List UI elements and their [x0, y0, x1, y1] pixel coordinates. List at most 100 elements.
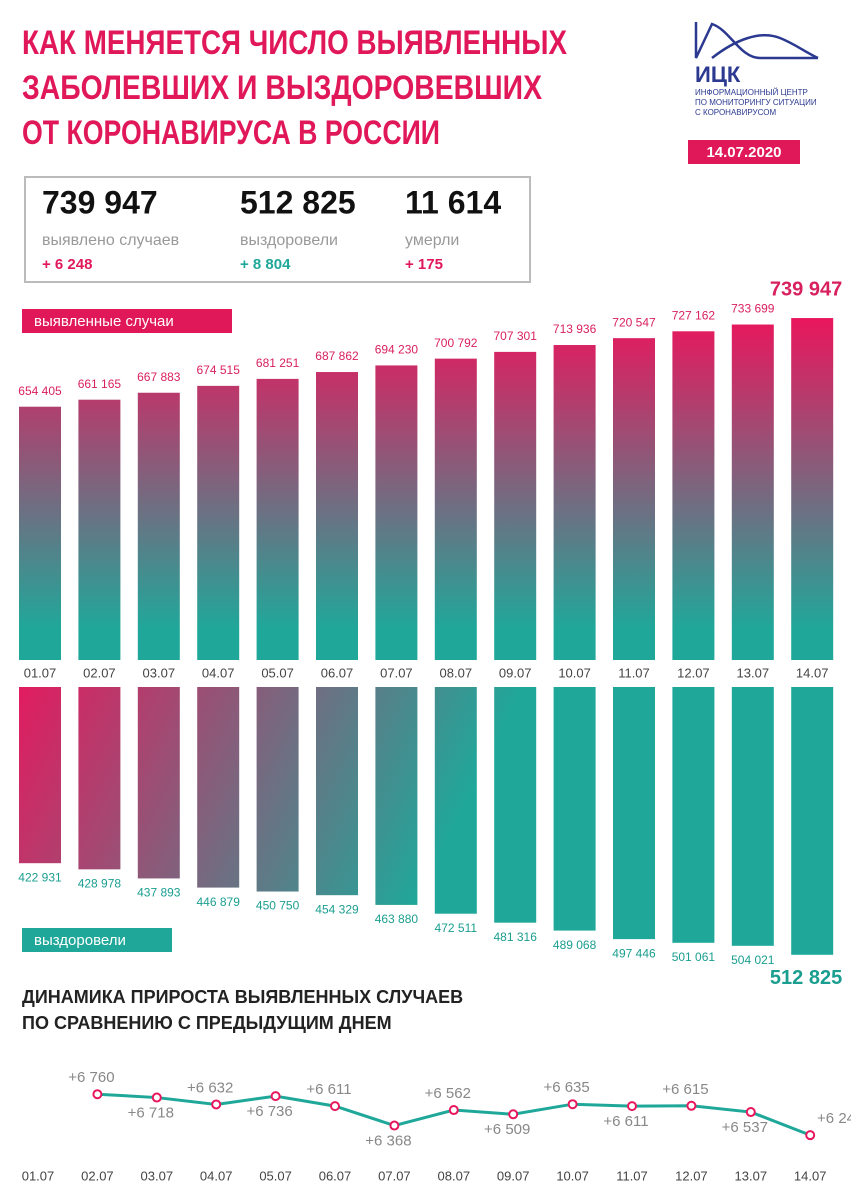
value-label: 489 068 [553, 938, 597, 952]
x-tick-label: 13.07 [735, 1168, 768, 1183]
x-tick-label: 08.07 [438, 1168, 471, 1183]
bar [494, 351, 537, 660]
value-label: 472 511 [435, 921, 478, 935]
summary-value: 11 614 [405, 184, 501, 220]
x-tick-label: 05.07 [259, 1168, 292, 1183]
marker [389, 1120, 400, 1131]
bar [137, 392, 180, 660]
title: КАК МЕНЯЕТСЯ ЧИСЛО ВЫЯВЛЕННЫХ ЗАБОЛЕВШИХ… [22, 24, 567, 152]
marker [270, 1091, 281, 1102]
value-label: 463 880 [375, 912, 419, 926]
x-tick-label: 11.07 [618, 665, 650, 680]
value-label: +6 632 [187, 1079, 233, 1096]
x-tick-label: 12.07 [677, 665, 710, 680]
bar [19, 687, 61, 864]
value-label: 422 931 [18, 870, 62, 884]
bar [672, 687, 715, 943]
marker [627, 1101, 637, 1112]
x-tick-label: 11.07 [616, 1168, 648, 1183]
bar [434, 687, 477, 914]
bar [791, 318, 834, 660]
title-line: КАК МЕНЯЕТСЯ ЧИСЛО ВЫЯВЛЕННЫХ [22, 24, 567, 62]
marker [330, 1101, 340, 1112]
bar [613, 687, 655, 940]
x-tick-label: 10.07 [556, 1168, 589, 1183]
bar [316, 372, 358, 660]
logo [694, 22, 819, 60]
bar [78, 399, 121, 660]
x-tick-label: 04.07 [200, 1168, 233, 1183]
series-badge [22, 309, 232, 333]
x-tick-label: 03.07 [143, 665, 176, 680]
x-tick-label: 06.07 [319, 1168, 352, 1183]
value-label: +6 509 [484, 1121, 530, 1138]
value-label: 512 825 [770, 967, 842, 989]
value-label: +6 635 [543, 1079, 589, 1096]
bar [494, 687, 537, 923]
date: 14.07.2020 [706, 144, 781, 161]
value-label: 674 515 [197, 363, 241, 377]
value-label: 720 547 [612, 315, 656, 329]
x-tick-label: 07.07 [380, 665, 413, 680]
summary-label: выявлено случаев [42, 232, 179, 249]
logo-text: С КОРОНАВИРУСОМ [695, 108, 776, 117]
x-tick-label: 04.07 [202, 665, 235, 680]
value-label: 446 879 [197, 895, 241, 909]
series-badge [22, 928, 172, 952]
marker [151, 1092, 162, 1103]
x-tick-label: 12.07 [675, 1168, 708, 1183]
value-label: 727 162 [672, 308, 716, 322]
value-label: 700 792 [434, 336, 478, 350]
marker [686, 1100, 697, 1111]
x-tick-label: 02.07 [83, 665, 116, 680]
value-label: 707 301 [494, 329, 538, 343]
value-label: 681 251 [256, 356, 300, 370]
line-title: ПО СРАВНЕНИЮ С ПРЕДЫДУЩИМ ДНЕМ [22, 1013, 392, 1033]
bar [672, 331, 715, 660]
marker [92, 1089, 103, 1100]
bar [197, 687, 240, 888]
bar [19, 406, 61, 660]
bar [553, 345, 596, 660]
bar [731, 324, 774, 660]
title-line: ОТ КОРОНАВИРУСА В РОССИИ [22, 114, 440, 152]
bar [197, 385, 240, 660]
x-tick-label: 03.07 [141, 1168, 174, 1183]
marker [211, 1099, 222, 1110]
x-tick-label: 06.07 [321, 665, 354, 680]
logo-name: ИЦК [695, 62, 741, 87]
value-label: +6 368 [365, 1133, 411, 1150]
logo-mark [711, 33, 819, 60]
logo-text: ИНФОРМАЦИОННЫЙ ЦЕНТР [695, 88, 808, 97]
summary-box [24, 176, 531, 283]
x-tick-label: 14.07 [796, 665, 829, 680]
marker [745, 1107, 756, 1118]
bar [256, 378, 299, 660]
x-tick-label: 01.07 [24, 665, 57, 680]
x-tick-label: 13.07 [737, 665, 770, 680]
value-label: +6 611 [306, 1081, 351, 1098]
x-tick-label: 09.07 [497, 1168, 530, 1183]
bar [731, 687, 774, 946]
bar [78, 687, 121, 870]
bar [137, 687, 180, 879]
summary-label: умерли [405, 232, 459, 249]
value-label: 713 936 [553, 322, 597, 336]
title-line: ЗАБОЛЕВШИХ И ВЫЗДОРОВЕВШИХ [22, 69, 542, 107]
value-label: 654 405 [18, 384, 62, 398]
value-label: 504 021 [731, 953, 775, 967]
summary-value: 739 947 [42, 184, 158, 220]
x-tick-label: 09.07 [499, 665, 532, 680]
value-label: 481 316 [494, 930, 538, 944]
value-label: 437 893 [137, 886, 181, 900]
bar [553, 687, 596, 931]
value-label: +6 537 [722, 1119, 768, 1136]
summary-value: 512 825 [240, 184, 356, 220]
bar [316, 687, 358, 896]
x-tick-label: 08.07 [440, 665, 473, 680]
value-label: +6 248 [817, 1110, 851, 1127]
bar [375, 365, 418, 660]
x-tick-label: 01.07 [22, 1168, 55, 1183]
value-label: 694 230 [375, 343, 419, 357]
